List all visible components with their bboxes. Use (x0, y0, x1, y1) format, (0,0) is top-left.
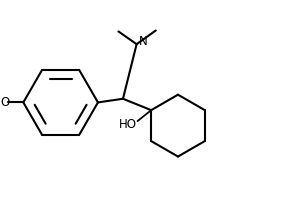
Text: O: O (1, 96, 10, 109)
Text: N: N (138, 35, 147, 48)
Text: HO: HO (118, 118, 136, 131)
